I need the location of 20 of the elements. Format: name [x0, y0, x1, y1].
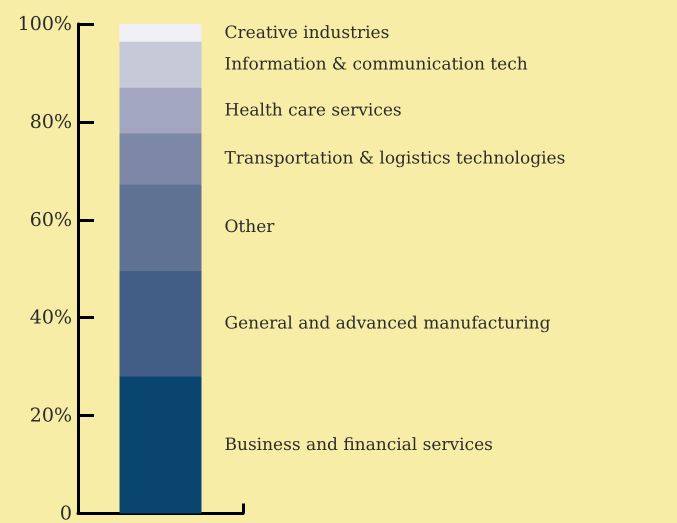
bar [120, 88, 202, 134]
series-label: Transportation & logistics technologies [224, 148, 566, 169]
y-tick-label: 0 [60, 502, 72, 523]
series-label: Information & communication tech [224, 54, 528, 75]
y-tick-label: 20% [30, 404, 72, 427]
series-label: Health care services [224, 100, 402, 120]
series-label: General and advanced manufacturing [224, 313, 551, 334]
y-tick-label: 60% [30, 208, 72, 231]
bar [120, 270, 202, 376]
series-label: Creative industries [224, 22, 390, 43]
y-tick-label: 40% [30, 306, 72, 329]
bar [120, 133, 202, 184]
bar [120, 24, 202, 42]
series-label: Other [224, 217, 276, 238]
series-label: Business and financial services [224, 434, 493, 455]
bar [120, 376, 202, 514]
y-tick-label: 80% [30, 110, 72, 133]
y-tick-label: 100% [18, 13, 72, 35]
bar [120, 42, 202, 88]
bar [120, 184, 202, 270]
